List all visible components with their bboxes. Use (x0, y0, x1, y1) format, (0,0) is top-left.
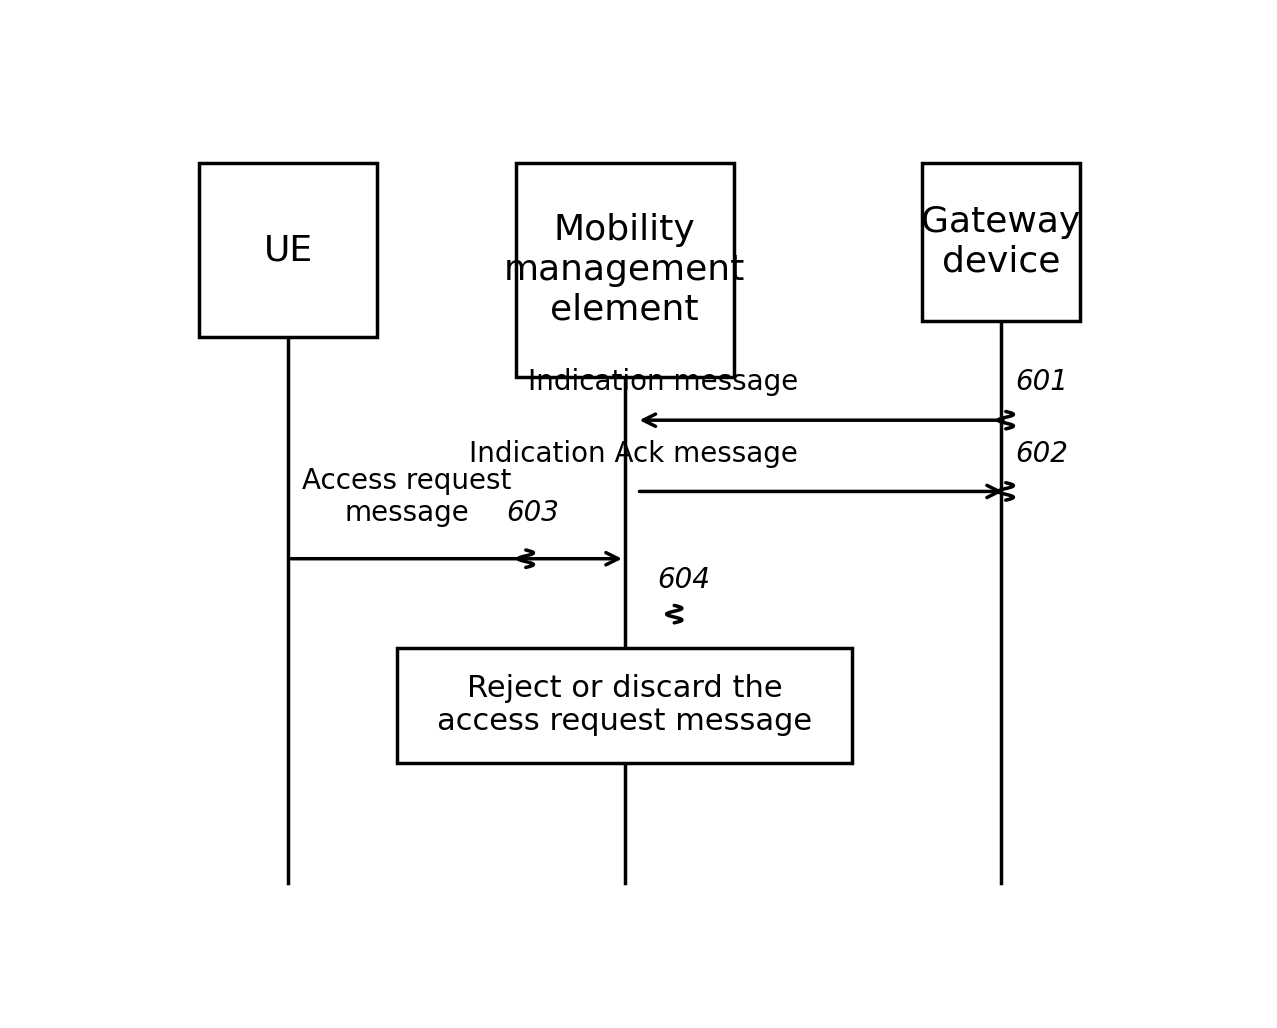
Text: 602: 602 (1015, 440, 1069, 468)
Text: Reject or discard the
access request message: Reject or discard the access request mes… (437, 674, 812, 736)
Text: 601: 601 (1015, 368, 1069, 397)
Text: Mobility
management
element: Mobility management element (504, 214, 746, 326)
Text: Indication message: Indication message (527, 368, 798, 397)
FancyBboxPatch shape (516, 163, 733, 376)
FancyBboxPatch shape (199, 163, 378, 337)
Text: 604: 604 (658, 566, 710, 594)
FancyBboxPatch shape (397, 648, 853, 763)
Text: Gateway
device: Gateway device (921, 206, 1080, 279)
FancyBboxPatch shape (922, 163, 1080, 321)
Text: Indication Ack message: Indication Ack message (469, 440, 798, 468)
Text: Access request
message: Access request message (303, 467, 512, 527)
Text: UE: UE (264, 233, 313, 267)
Text: 603: 603 (506, 499, 559, 527)
